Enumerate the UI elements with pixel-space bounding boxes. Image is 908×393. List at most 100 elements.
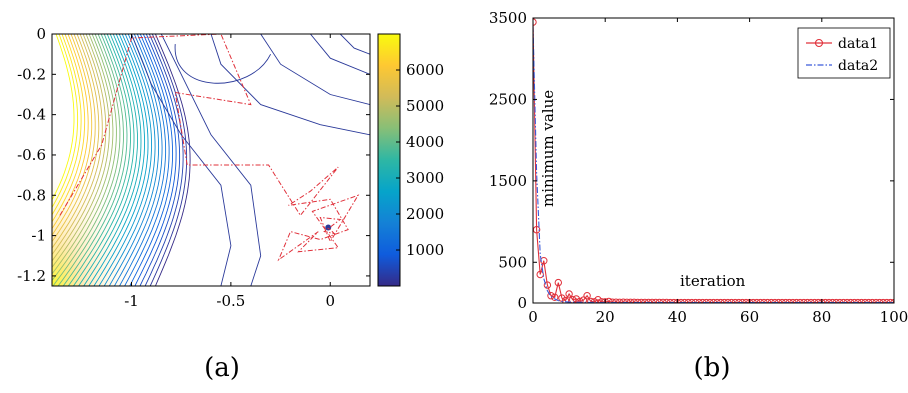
legend-box	[797, 27, 891, 79]
contour-line	[67, 34, 131, 286]
contour-ticks: -1 -0.5 0 0 -0.2 -0.4 -0.6 -0.8 -1 -1.2	[17, 25, 370, 310]
contour-line	[144, 34, 184, 286]
colorbar-tick-label: 1000	[406, 241, 444, 259]
contour-line	[154, 34, 191, 286]
caption-a: (a)	[204, 353, 240, 383]
x-tick-label: 0	[325, 292, 335, 310]
x-tick-label: 40	[668, 308, 687, 326]
x-tick-label: 60	[740, 308, 759, 326]
contour-line	[131, 34, 232, 286]
x-tick-label: 20	[596, 308, 615, 326]
legend-marker-data1	[814, 38, 824, 48]
contour-line	[52, 34, 79, 209]
contour-line	[129, 34, 174, 286]
legend-label-data1: data1	[838, 36, 878, 52]
contour-line	[52, 34, 103, 256]
data-point-data1	[536, 270, 544, 279]
data-point-data1	[533, 18, 537, 26]
contour-line	[310, 34, 370, 75]
y-tick-label: -0.8	[17, 186, 46, 204]
contour-line	[174, 44, 272, 84]
contour-line	[52, 34, 89, 230]
contour-axes-frame	[51, 33, 371, 287]
y-tick-label: 0	[517, 294, 527, 312]
line-ticks: 0 20 40 60 80 100 0 500 1500 2500 3500	[489, 9, 908, 326]
contour-line	[52, 34, 93, 236]
colorbar-ticks: 1000 2000 3000 4000 5000 6000	[396, 61, 444, 259]
colorbar-tick-label: 6000	[406, 61, 444, 79]
warm-region-glow	[52, 154, 142, 286]
contour-line	[52, 34, 121, 286]
contour-line	[339, 34, 370, 55]
annotation-minimum-value: minimum value	[539, 90, 557, 207]
contour-line	[260, 34, 370, 106]
contour-line	[57, 34, 124, 286]
contour-line	[52, 34, 117, 282]
contour-lines	[52, 34, 370, 286]
contour-line	[52, 34, 114, 275]
contour-line	[52, 34, 100, 249]
y-tick-label: -1.2	[17, 267, 46, 285]
contour-line	[83, 34, 142, 286]
search-path-line	[59, 34, 360, 262]
contour-line	[73, 34, 135, 286]
y-tick-label: -0.6	[17, 146, 46, 164]
contour-line	[62, 34, 128, 286]
contour-panel: -1 -0.5 0 0 -0.2 -0.4 -0.6 -0.8 -1 -1.2 1000 2000 3…	[17, 25, 444, 383]
contour-line	[88, 34, 146, 286]
y-tick-label: 0	[36, 25, 46, 43]
contour-line	[103, 34, 156, 286]
contour-line	[160, 34, 262, 286]
contour-line	[52, 34, 96, 243]
contour-line	[52, 34, 107, 262]
data-point-data1	[590, 298, 599, 303]
data-point-data1	[644, 298, 653, 303]
line-axes-frame	[532, 17, 895, 304]
contour-line	[134, 34, 177, 286]
contour-line	[52, 34, 82, 216]
x-tick-label: 0	[528, 308, 538, 326]
convergence-panel: 0 20 40 60 80 100 0 500 1500 2500 3500 minimum val…	[489, 9, 908, 383]
contour-line	[210, 34, 370, 136]
data-point-data1	[561, 296, 570, 303]
data-point-data1	[547, 292, 555, 300]
colorbar-tick-label: 4000	[406, 133, 444, 151]
contour-line	[52, 34, 86, 223]
colorbar-tick-label: 5000	[406, 97, 444, 115]
contour-line	[124, 34, 170, 286]
colorbar-tick-label: 2000	[406, 205, 444, 223]
data-point-data1	[576, 297, 584, 303]
data-point-data1	[579, 296, 588, 303]
x-tick-label: -0.5	[216, 292, 245, 310]
data-point-data1	[583, 292, 591, 300]
contour-line	[52, 34, 75, 201]
colorbar-tick-label: 3000	[406, 169, 444, 187]
colorbar	[377, 33, 401, 287]
y-tick-label: -0.2	[17, 65, 46, 83]
contour-line	[93, 34, 149, 286]
caption-b: (b)	[694, 353, 731, 383]
data-point-data1	[587, 297, 595, 303]
legend-label-data2: data2	[838, 58, 878, 74]
y-tick-label: -1	[31, 227, 46, 245]
y-tick-label: 500	[498, 253, 527, 271]
search-path	[59, 34, 360, 262]
y-tick-label: 1500	[489, 172, 527, 190]
annotation-iteration: iteration	[680, 272, 746, 290]
legend: data1 data2	[797, 27, 891, 79]
data-point-data1	[554, 278, 562, 287]
contour-line	[52, 34, 110, 269]
contour-line	[98, 34, 153, 286]
data-point-data1	[601, 298, 609, 303]
x-tick-label: 80	[812, 308, 831, 326]
y-tick-label: -0.4	[17, 106, 46, 124]
contour-line	[119, 34, 167, 286]
data-point-data1	[540, 257, 548, 265]
x-tick-label: 100	[880, 308, 908, 326]
contour-line	[78, 34, 138, 286]
x-tick-label: -1	[124, 292, 139, 310]
data-point-data1	[565, 290, 573, 298]
y-tick-label: 3500	[489, 9, 527, 27]
data-point-data1	[543, 281, 552, 289]
